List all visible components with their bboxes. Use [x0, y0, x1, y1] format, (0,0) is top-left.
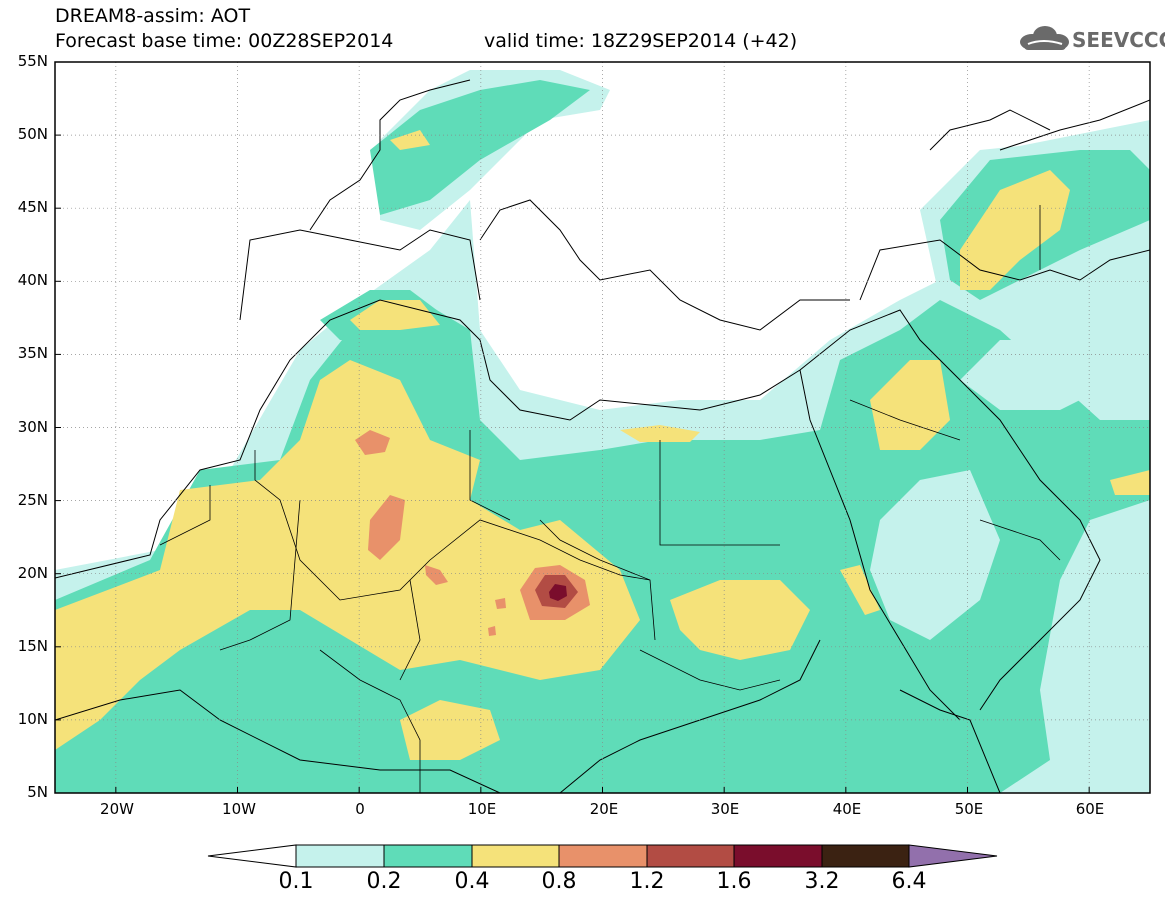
lon-label: 10E	[467, 800, 497, 818]
lat-label: 15N	[17, 637, 48, 655]
lat-label: 45N	[17, 198, 48, 216]
lon-label: 40E	[832, 800, 862, 818]
colorbar-bin-0-1	[295, 844, 385, 868]
lon-label: 30E	[710, 800, 740, 818]
colorbar-label: 0.1	[278, 869, 314, 894]
lat-label: 50N	[17, 125, 48, 143]
colorbar-label: 6.4	[891, 869, 927, 894]
colorbar-bin-0-4	[471, 844, 560, 868]
chart-title: DREAM8-assim: AOT	[55, 5, 251, 27]
lat-label: 30N	[17, 418, 48, 436]
lat-label: 35N	[17, 344, 48, 362]
lon-label: 0	[355, 800, 365, 818]
lon-label: 10W	[222, 800, 256, 818]
lat-label: 10N	[17, 710, 48, 728]
seevccc-logo	[1020, 26, 1069, 50]
lon-label: 20W	[100, 800, 134, 818]
colorbar-label: 0.4	[454, 869, 490, 894]
aot-band-0-1-interior	[870, 340, 1100, 640]
colorbar-bin-0-8	[558, 844, 648, 868]
colorbar-under	[207, 844, 297, 868]
colorbar-bin-3-2	[821, 844, 910, 868]
coastlines	[55, 79, 1150, 793]
colorbar-label: 3.2	[804, 869, 840, 894]
colorbar	[207, 844, 998, 868]
colorbar-label: 0.8	[541, 869, 577, 894]
colorbar-label: 1.2	[629, 869, 665, 894]
aot-band-1-6	[549, 584, 567, 601]
colorbar-over	[908, 844, 998, 868]
lat-label: 40N	[17, 271, 48, 289]
lat-label: 25N	[17, 491, 48, 509]
lon-label: 20E	[589, 800, 619, 818]
lon-label: 60E	[1075, 800, 1105, 818]
lat-label: 55N	[17, 52, 48, 70]
country-borders	[159, 205, 1061, 793]
forecast-base-time: Forecast base time: 00Z28SEP2014	[55, 30, 394, 52]
colorbar-bin-1-2	[646, 844, 735, 868]
colorbar-label: 0.2	[366, 869, 402, 894]
aot-band-0-8	[355, 430, 590, 636]
colorbar-bin-0-2	[383, 844, 473, 868]
lat-label: 5N	[27, 783, 48, 801]
lat-lon-grid	[55, 62, 1150, 793]
valid-time: valid time: 18Z29SEP2014 (+42)	[484, 30, 798, 52]
aot-band-0-4	[55, 130, 1150, 760]
lon-label: 50E	[954, 800, 984, 818]
colorbar-bin-1-6	[733, 844, 823, 868]
logo-text: SEEVCCC	[1072, 28, 1165, 52]
lat-label: 20N	[17, 564, 48, 582]
colorbar-label: 1.6	[716, 869, 752, 894]
